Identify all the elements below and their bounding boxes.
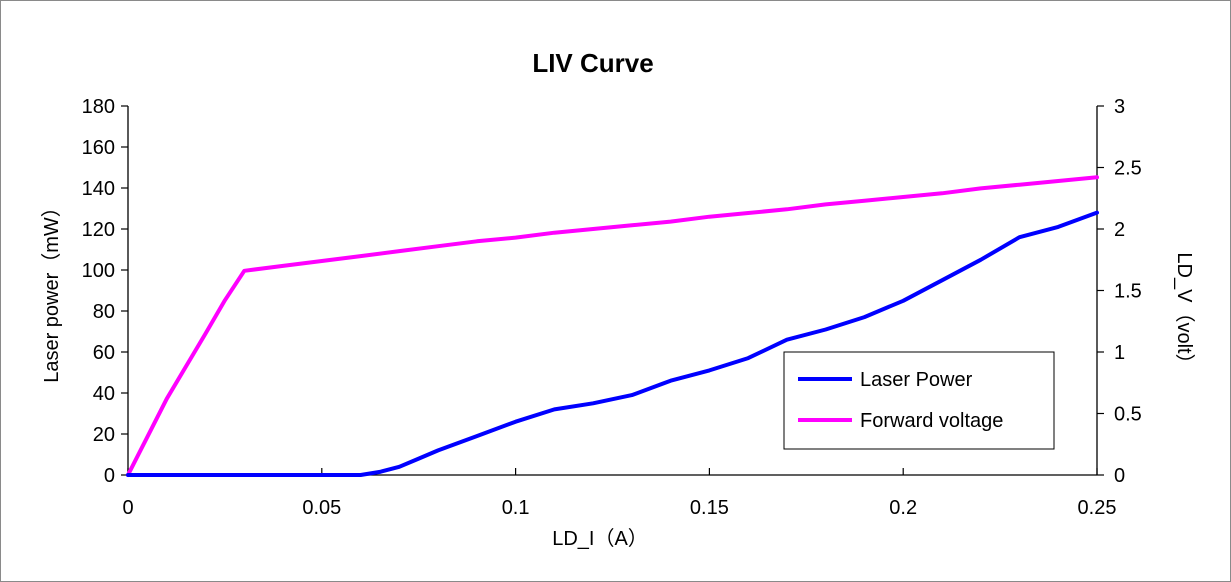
y-tick-label: 60 (93, 342, 115, 364)
chart-title: LIV Curve (532, 48, 653, 78)
ticks: 0 0.05 0.1 0.15 0.2 0.25020406080100120140160… (82, 96, 1142, 519)
legend-label-laser-power: Laser Power (860, 369, 973, 391)
y-tick-label: 20 (93, 424, 115, 446)
y-tick-label: 40 (93, 383, 115, 405)
y-tick-label: 0 (104, 465, 115, 487)
y2-axis-title: LD_V（volt） (1173, 252, 1196, 373)
x-tick-label: 0.15 (690, 497, 729, 519)
y-tick-label: 180 (82, 96, 115, 118)
y2-tick-label: 2 (1114, 219, 1125, 241)
x-tick-label: 0.25 (1078, 497, 1117, 519)
series-line-laser-power (126, 210, 1099, 477)
y-tick-label: 140 (82, 178, 115, 200)
y2-tick-label: 1.5 (1114, 281, 1142, 303)
y2-tick-label: 0.5 (1114, 404, 1142, 426)
y-tick-label: 120 (82, 219, 115, 241)
x-tick-label: 0.2 (889, 497, 917, 519)
series (126, 175, 1099, 477)
legend: Laser Power Forward voltage (783, 351, 1055, 450)
y-axis-title: Laser power（mW） (40, 197, 63, 383)
y2-tick-label: 1 (1114, 342, 1125, 364)
y2-tick-label: 0 (1114, 465, 1125, 487)
legend-label-forward-voltage: Forward voltage (860, 410, 1003, 432)
legend-box (783, 351, 1055, 450)
y-tick-label: 100 (82, 260, 115, 282)
x-tick-label: 0.1 (502, 497, 530, 519)
y-tick-label: 160 (82, 137, 115, 159)
x-tick-label: 0.05 (302, 497, 341, 519)
y2-tick-label: 3 (1114, 96, 1125, 118)
x-axis-title: LD_I（A） (552, 527, 648, 550)
x-tick-label: 0 (122, 497, 133, 519)
y2-tick-label: 2.5 (1114, 158, 1142, 180)
y-tick-label: 80 (93, 301, 115, 323)
series-line-forward-voltage (126, 175, 1099, 477)
